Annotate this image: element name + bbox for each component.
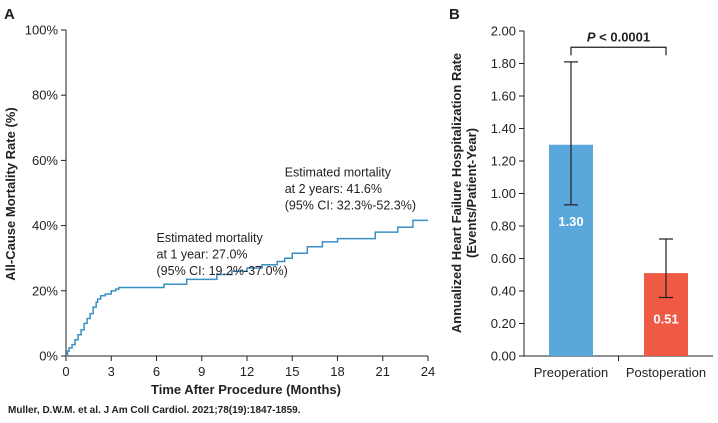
x-tick-label: 3 xyxy=(108,364,115,379)
panel-b-bars: 1.30 Preoperation 0.51 Postoperation xyxy=(534,61,706,380)
x-tick-label: 12 xyxy=(240,364,254,379)
x-category-label: Preoperation xyxy=(534,365,608,380)
y-tick-label: 0.40 xyxy=(491,284,516,299)
p-value-symbol: P xyxy=(587,29,596,44)
x-tick-label: 18 xyxy=(330,364,344,379)
y-tick-label: 0% xyxy=(39,349,58,364)
panel-a-x-axis-title: Time After Procedure (Months) xyxy=(151,382,341,397)
annotation-line: at 2 years: 41.6% xyxy=(285,182,382,196)
y-tick-label: 1.00 xyxy=(491,186,516,201)
p-value-label: P < 0.0001 xyxy=(587,29,650,44)
significance-bracket-line xyxy=(570,46,667,56)
x-tick-label: 21 xyxy=(376,364,390,379)
y-tick-label: 0.20 xyxy=(491,316,516,331)
annotation-line: (95% CI: 32.3%-52.3%) xyxy=(285,199,416,213)
panel-b-y-axis-title-line-1: Annualized Heart Failure Hospitalization… xyxy=(449,53,464,333)
panel-a-letter: A xyxy=(4,6,15,23)
y-tick-label: 0.00 xyxy=(491,349,516,364)
annotation-line: (95% CI: 19.2%-37.0%) xyxy=(157,264,288,278)
x-tick-label: 6 xyxy=(153,364,160,379)
x-tick-label: 15 xyxy=(285,364,299,379)
y-tick-label: 80% xyxy=(32,88,58,103)
mortality-curve xyxy=(66,219,428,357)
panel-a: A 0% 20% 40% 60% 80% 100% 0 3 6 9 12 15 18 21 24 Esti… xyxy=(3,6,435,397)
panel-a-x-ticks: 0 3 6 9 12 15 18 21 24 xyxy=(62,356,435,379)
x-category-label: Postoperation xyxy=(626,365,706,380)
citation: Muller, D.W.M. et al. J Am Coll Cardiol.… xyxy=(8,405,301,416)
panel-a-y-axis-title: All-Cause Mortality Rate (%) xyxy=(3,107,18,280)
p-value-text: < 0.0001 xyxy=(596,29,651,44)
panel-b: B 0.00 0.20 0.40 0.60 0.80 1.00 1.20 1.40 1.60 1.… xyxy=(449,6,713,380)
x-tick-label: 0 xyxy=(62,364,69,379)
panel-b-y-axis-title-line-2: (Events/Patient-Year) xyxy=(464,128,479,258)
y-tick-label: 1.80 xyxy=(491,56,516,71)
panel-a-y-ticks: 0% 20% 40% 60% 80% 100% xyxy=(25,23,66,364)
y-tick-label: 60% xyxy=(32,153,58,168)
y-tick-label: 1.40 xyxy=(491,121,516,136)
y-tick-label: 1.20 xyxy=(491,154,516,169)
y-tick-label: 0.80 xyxy=(491,219,516,234)
y-tick-label: 0.60 xyxy=(491,251,516,266)
panel-b-y-ticks: 0.00 0.20 0.40 0.60 0.80 1.00 1.20 1.40 1.60 1.80… xyxy=(491,24,524,364)
annotation-line: Estimated mortality xyxy=(157,231,264,245)
y-tick-label: 100% xyxy=(25,23,59,38)
y-tick-label: 20% xyxy=(32,283,58,298)
panel-b-letter: B xyxy=(449,6,460,23)
bar-value-label: 1.30 xyxy=(558,214,583,229)
bar-value-label: 0.51 xyxy=(653,312,678,327)
x-tick-label: 24 xyxy=(421,364,435,379)
significance-bracket: P < 0.0001 xyxy=(570,29,667,56)
panel-a-annotations: Estimated mortality at 1 year: 27.0% (95% … xyxy=(157,166,417,278)
x-tick-label: 9 xyxy=(198,364,205,379)
annotation-line: Estimated mortality xyxy=(285,166,392,180)
y-tick-label: 1.60 xyxy=(491,89,516,104)
annotation-line: at 1 year: 27.0% xyxy=(157,247,248,261)
y-tick-label: 2.00 xyxy=(491,24,516,39)
y-tick-label: 40% xyxy=(32,218,58,233)
